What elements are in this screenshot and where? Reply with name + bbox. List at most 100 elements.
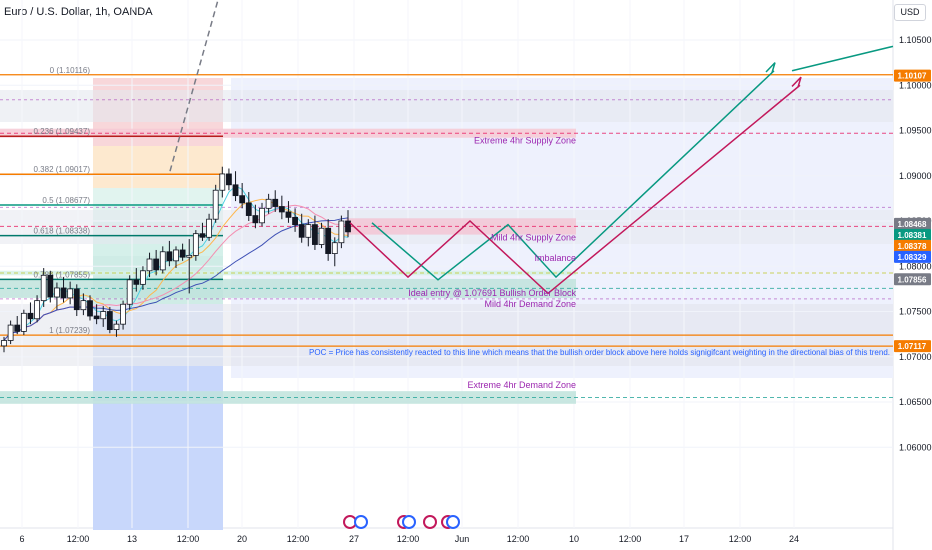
y-tick-label: 1.09500: [899, 126, 932, 136]
candle-body: [40, 274, 47, 302]
y-tick-label: 1.06500: [899, 397, 932, 407]
mild-demand-label: Mild 4hr Demand Zone: [484, 299, 576, 309]
candle-body: [7, 324, 14, 341]
extreme-demand-label: Extreme 4hr Demand Zone: [467, 380, 576, 390]
candle-body: [60, 287, 67, 299]
candle-body: [245, 202, 252, 216]
candle-body: [292, 216, 298, 226]
y-tick-label: 1.08000: [899, 261, 932, 271]
x-tick-label: 12:00: [729, 534, 752, 544]
price-label-text: 1.08329: [898, 253, 927, 262]
candle-body: [318, 227, 325, 245]
candle-body: [146, 258, 153, 272]
price-label-tag: [894, 239, 931, 252]
candle-body: [232, 184, 239, 197]
candle-body: [93, 315, 100, 320]
y-tick-label: 1.07500: [899, 307, 932, 317]
dashed-trendline: [169, 0, 219, 172]
candle-body: [159, 251, 166, 271]
candle-body: [67, 288, 74, 299]
mild-supply-zone: [346, 218, 576, 235]
top-grey-band: [0, 90, 893, 122]
fib-extension-column: [93, 366, 223, 530]
x-tick-label: 12:00: [397, 534, 420, 544]
fib-level-label: 1 (1.07239): [49, 326, 90, 335]
candle-body: [259, 207, 265, 224]
candle-body: [34, 300, 40, 320]
time-axis[interactable]: 6 12:00 13 12:00 20 12:00 27 12:00 Jun 12:00 10 12:…: [19, 534, 799, 544]
candle-body: [192, 233, 199, 256]
x-tick-label: 17: [679, 534, 689, 544]
candle-body: [285, 211, 292, 218]
candle-body: [27, 312, 34, 320]
candle-body: [14, 324, 21, 332]
teal-projection-path: [371, 70, 775, 281]
y-tick-label: 1.07000: [899, 352, 932, 362]
x-tick-label: 20: [237, 534, 247, 544]
price-label-tag: [894, 340, 931, 353]
mild-supply-label: Mild 4hr Supply Zone: [491, 233, 576, 243]
fib-level-label: 0.236 (1.09437): [34, 127, 91, 136]
fib-level-label: 0.382 (1.09017): [34, 165, 91, 174]
economic-event-icon: [423, 515, 437, 529]
candle-body: [226, 173, 232, 186]
candle-body: [206, 218, 212, 238]
price-label-text: 1.07117: [898, 342, 927, 351]
x-tick-label: 10: [569, 534, 579, 544]
candle-body: [212, 189, 219, 220]
candle-body: [106, 311, 113, 331]
candle-body: [166, 251, 173, 262]
currency-button[interactable]: USD: [894, 4, 926, 21]
price-label-tag: [894, 69, 931, 82]
economic-events[interactable]: [343, 515, 460, 529]
candle-body: [153, 258, 160, 271]
candle-body: [239, 195, 246, 204]
candle-body: [54, 287, 60, 298]
economic-event-icon: [354, 515, 368, 529]
candle-body: [199, 233, 206, 238]
candle-body: [272, 198, 279, 207]
y-tick-label: 1.06000: [899, 442, 932, 452]
fib-level-label: 0.786 (1.07855): [34, 270, 91, 279]
fib-level-label: 0.5 (1.08677): [42, 196, 90, 205]
economic-event-icon: [402, 515, 416, 529]
fib-zone-0236-0382: [93, 146, 223, 188]
candle-body: [305, 224, 312, 238]
price-label-text: 1.08468: [898, 220, 927, 229]
annotation-labels: Extreme 4hr Supply Zone Mild 4hr Supply Z…: [309, 136, 890, 390]
price-axis[interactable]: 1.105001.100001.095001.090001.085001.080…: [894, 35, 932, 452]
x-tick-label: 27: [349, 534, 359, 544]
extreme-supply-label: Extreme 4hr Supply Zone: [474, 136, 576, 146]
moving-average-line: [3, 217, 349, 341]
red-projection-path: [349, 84, 801, 295]
candle-body: [120, 303, 126, 325]
entry-label: Ideal entry @ 1.07691 Bullish Order Bloc…: [408, 288, 576, 298]
candle-body: [278, 206, 285, 213]
projection-paths: [349, 45, 894, 295]
candle-body: [179, 249, 186, 258]
x-tick-label: 12:00: [619, 534, 642, 544]
teal-target-line: [791, 45, 894, 72]
price-label-tag: [894, 228, 931, 241]
x-tick-label: 13: [127, 534, 137, 544]
fib-levels: 0 (1.10116) 0.236 (1.09437) 0.382 (1.09017…: [0, 0, 893, 347]
x-tick-label: Jun: [455, 534, 470, 544]
price-label-tag: [894, 250, 931, 263]
candle-body: [113, 323, 120, 331]
economic-event-icon: [446, 515, 460, 529]
teal-arrowhead: [765, 62, 776, 73]
candle-body: [73, 288, 80, 311]
candle-body: [186, 254, 193, 258]
imbalance-label: Imbalance: [534, 253, 576, 263]
candle-body: [331, 242, 338, 254]
candle-body: [173, 249, 179, 262]
candle-body: [298, 224, 305, 238]
x-tick-label: 6: [19, 534, 24, 544]
price-label-text: 1.07856: [898, 275, 927, 284]
poc-label: POC = Price has consistently reacted to …: [309, 348, 890, 357]
x-tick-label: 12:00: [507, 534, 530, 544]
x-tick-label: 12:00: [67, 534, 90, 544]
candle-body: [345, 220, 351, 233]
candle-body: [325, 227, 332, 254]
